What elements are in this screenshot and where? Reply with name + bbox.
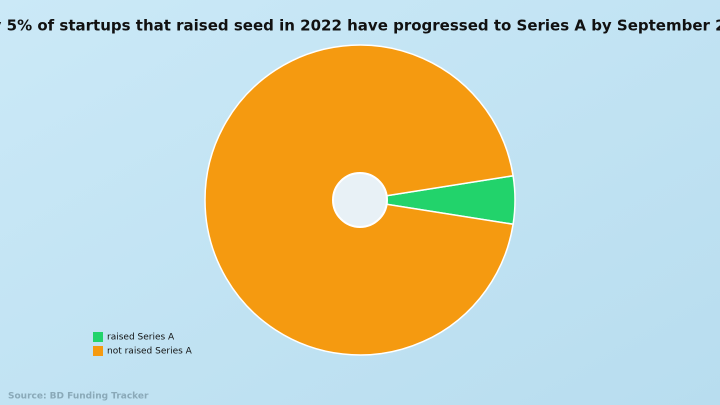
source-note: Source: BD Funding Tracker [8, 392, 149, 402]
legend-label: not raised Series A [107, 347, 193, 357]
center-hole [332, 172, 388, 228]
legend-label: raised Series A [107, 333, 175, 343]
legend-swatch [93, 346, 103, 356]
legend: raised Series A not raised Series A [93, 332, 193, 357]
legend-swatch [93, 332, 103, 342]
chart-title: Only 5% of startups that raised seed in … [0, 17, 720, 35]
